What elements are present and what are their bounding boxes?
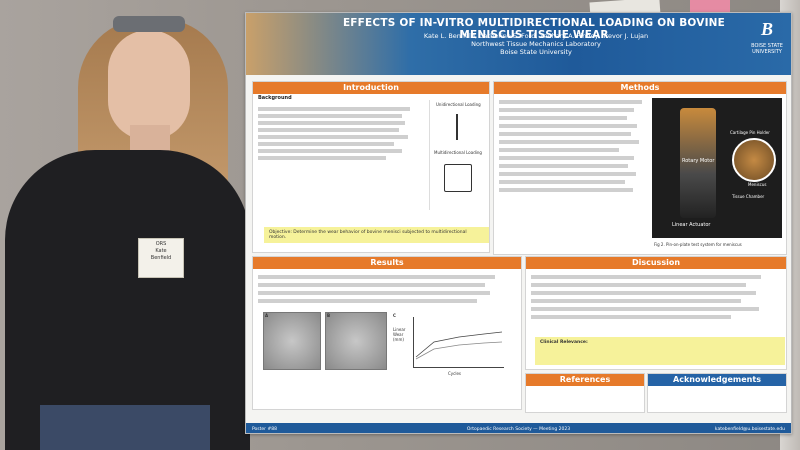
references-heading: References [526,374,644,386]
wear-plot [413,317,504,368]
results-heading: Results [253,257,521,269]
background-text-block [253,102,423,186]
introduction-panel: Introduction Background Unidirectional L… [252,81,490,253]
pink-sticky-note [690,0,730,14]
references-panel: References [525,373,645,413]
discussion-heading: Discussion [526,257,786,269]
authors-line: Kate L. Benfield, Catherine E. Ford, Zac… [423,32,649,40]
micrograph-a [263,312,321,370]
unidirectional-label: Unidirectional Loading [436,102,481,107]
loading-diagram: Unidirectional Loading Multidirectional … [429,100,486,210]
presenter: ORS Kate Benfield [0,0,260,450]
sunglasses [113,16,185,32]
poster-header: EFFECTS OF IN-VITRO MULTIDIRECTIONAL LOA… [246,13,791,75]
linear-actuator-label: Linear Actuator [672,222,711,228]
y-axis-label: Linear Wear (mm) [393,327,406,342]
tissue-chamber-label: Tissue Chamber [732,194,765,199]
fig-label-b: B [327,313,331,318]
test-system-photo: Rotary Motor Linear Actuator Cartilage P… [652,98,782,238]
pants [40,405,210,450]
face [108,30,190,140]
acknowledgements-panel: Acknowledgements [647,373,787,413]
rotary-motor-label: Rotary Motor [682,158,715,164]
lab-line: Northwest Tissue Mechanics Laboratory [471,40,601,48]
wear-plot-lines [415,331,503,360]
black-sweater [5,150,250,450]
name-badge: ORS Kate Benfield [138,238,184,278]
poster-authors: Kate L. Benfield, Catherine E. Ford, Zac… [316,32,756,56]
background-label: Background [258,95,292,101]
clinical-relevance-box: Clinical Relevance: [535,337,785,365]
acknowledgements-heading: Acknowledgements [648,374,786,386]
meniscus-label: Meniscus [748,182,767,187]
machine-body [680,108,716,218]
results-panel: Results A B C Cycles Linear Wear (mm) [252,256,522,410]
discussion-text-block [526,269,786,325]
results-text-block [253,269,521,309]
clinical-relevance-label: Clinical Relevance: [540,340,588,345]
introduction-heading: Introduction [253,82,489,94]
methods-heading: Methods [494,82,786,94]
badge-line2: Kate [155,248,167,254]
badge-line3: Benfield [150,255,172,261]
detail-inset [732,138,776,182]
poster-footer [246,423,791,433]
research-poster: EFFECTS OF IN-VITRO MULTIDIRECTIONAL LOA… [245,12,792,434]
x-axis-label: Cycles [448,371,462,376]
discussion-panel: Discussion Clinical Relevance: [525,256,787,370]
cartilage-pin-label: Cartilage Pin Holder [730,130,770,135]
footer-poster-number: Poster #88 [252,427,277,432]
methods-text-block [494,94,654,198]
multi-diagram [444,164,472,192]
methods-figure-caption: Fig 2. Pin-on-plate test system for meni… [654,242,742,247]
footer-center-text: Ortopaedic Research Society — Meeting 20… [466,427,571,432]
multidirectional-label: Multidirectional Loading [434,150,482,155]
logo-subtext: BOISE STATE UNIVERSITY [751,43,783,55]
poster-title: EFFECTS OF IN-VITRO MULTIDIRECTIONAL LOA… [342,17,726,41]
objective-box: Objective: Determine the wear behavior o… [264,227,489,243]
boise-state-logo: B [760,19,773,39]
micrograph-b [325,312,387,370]
university-line: Boise State University [500,48,572,56]
fig-label-c: C [393,313,396,318]
footer-email: katebenfield@u.boisestate.edu [714,427,785,432]
fig-label-a: A [265,313,269,318]
methods-panel: Methods Rotary Motor Linear Actuator Car… [493,81,787,255]
badge-line1: ORS [155,241,167,247]
uni-arrow [456,114,458,140]
